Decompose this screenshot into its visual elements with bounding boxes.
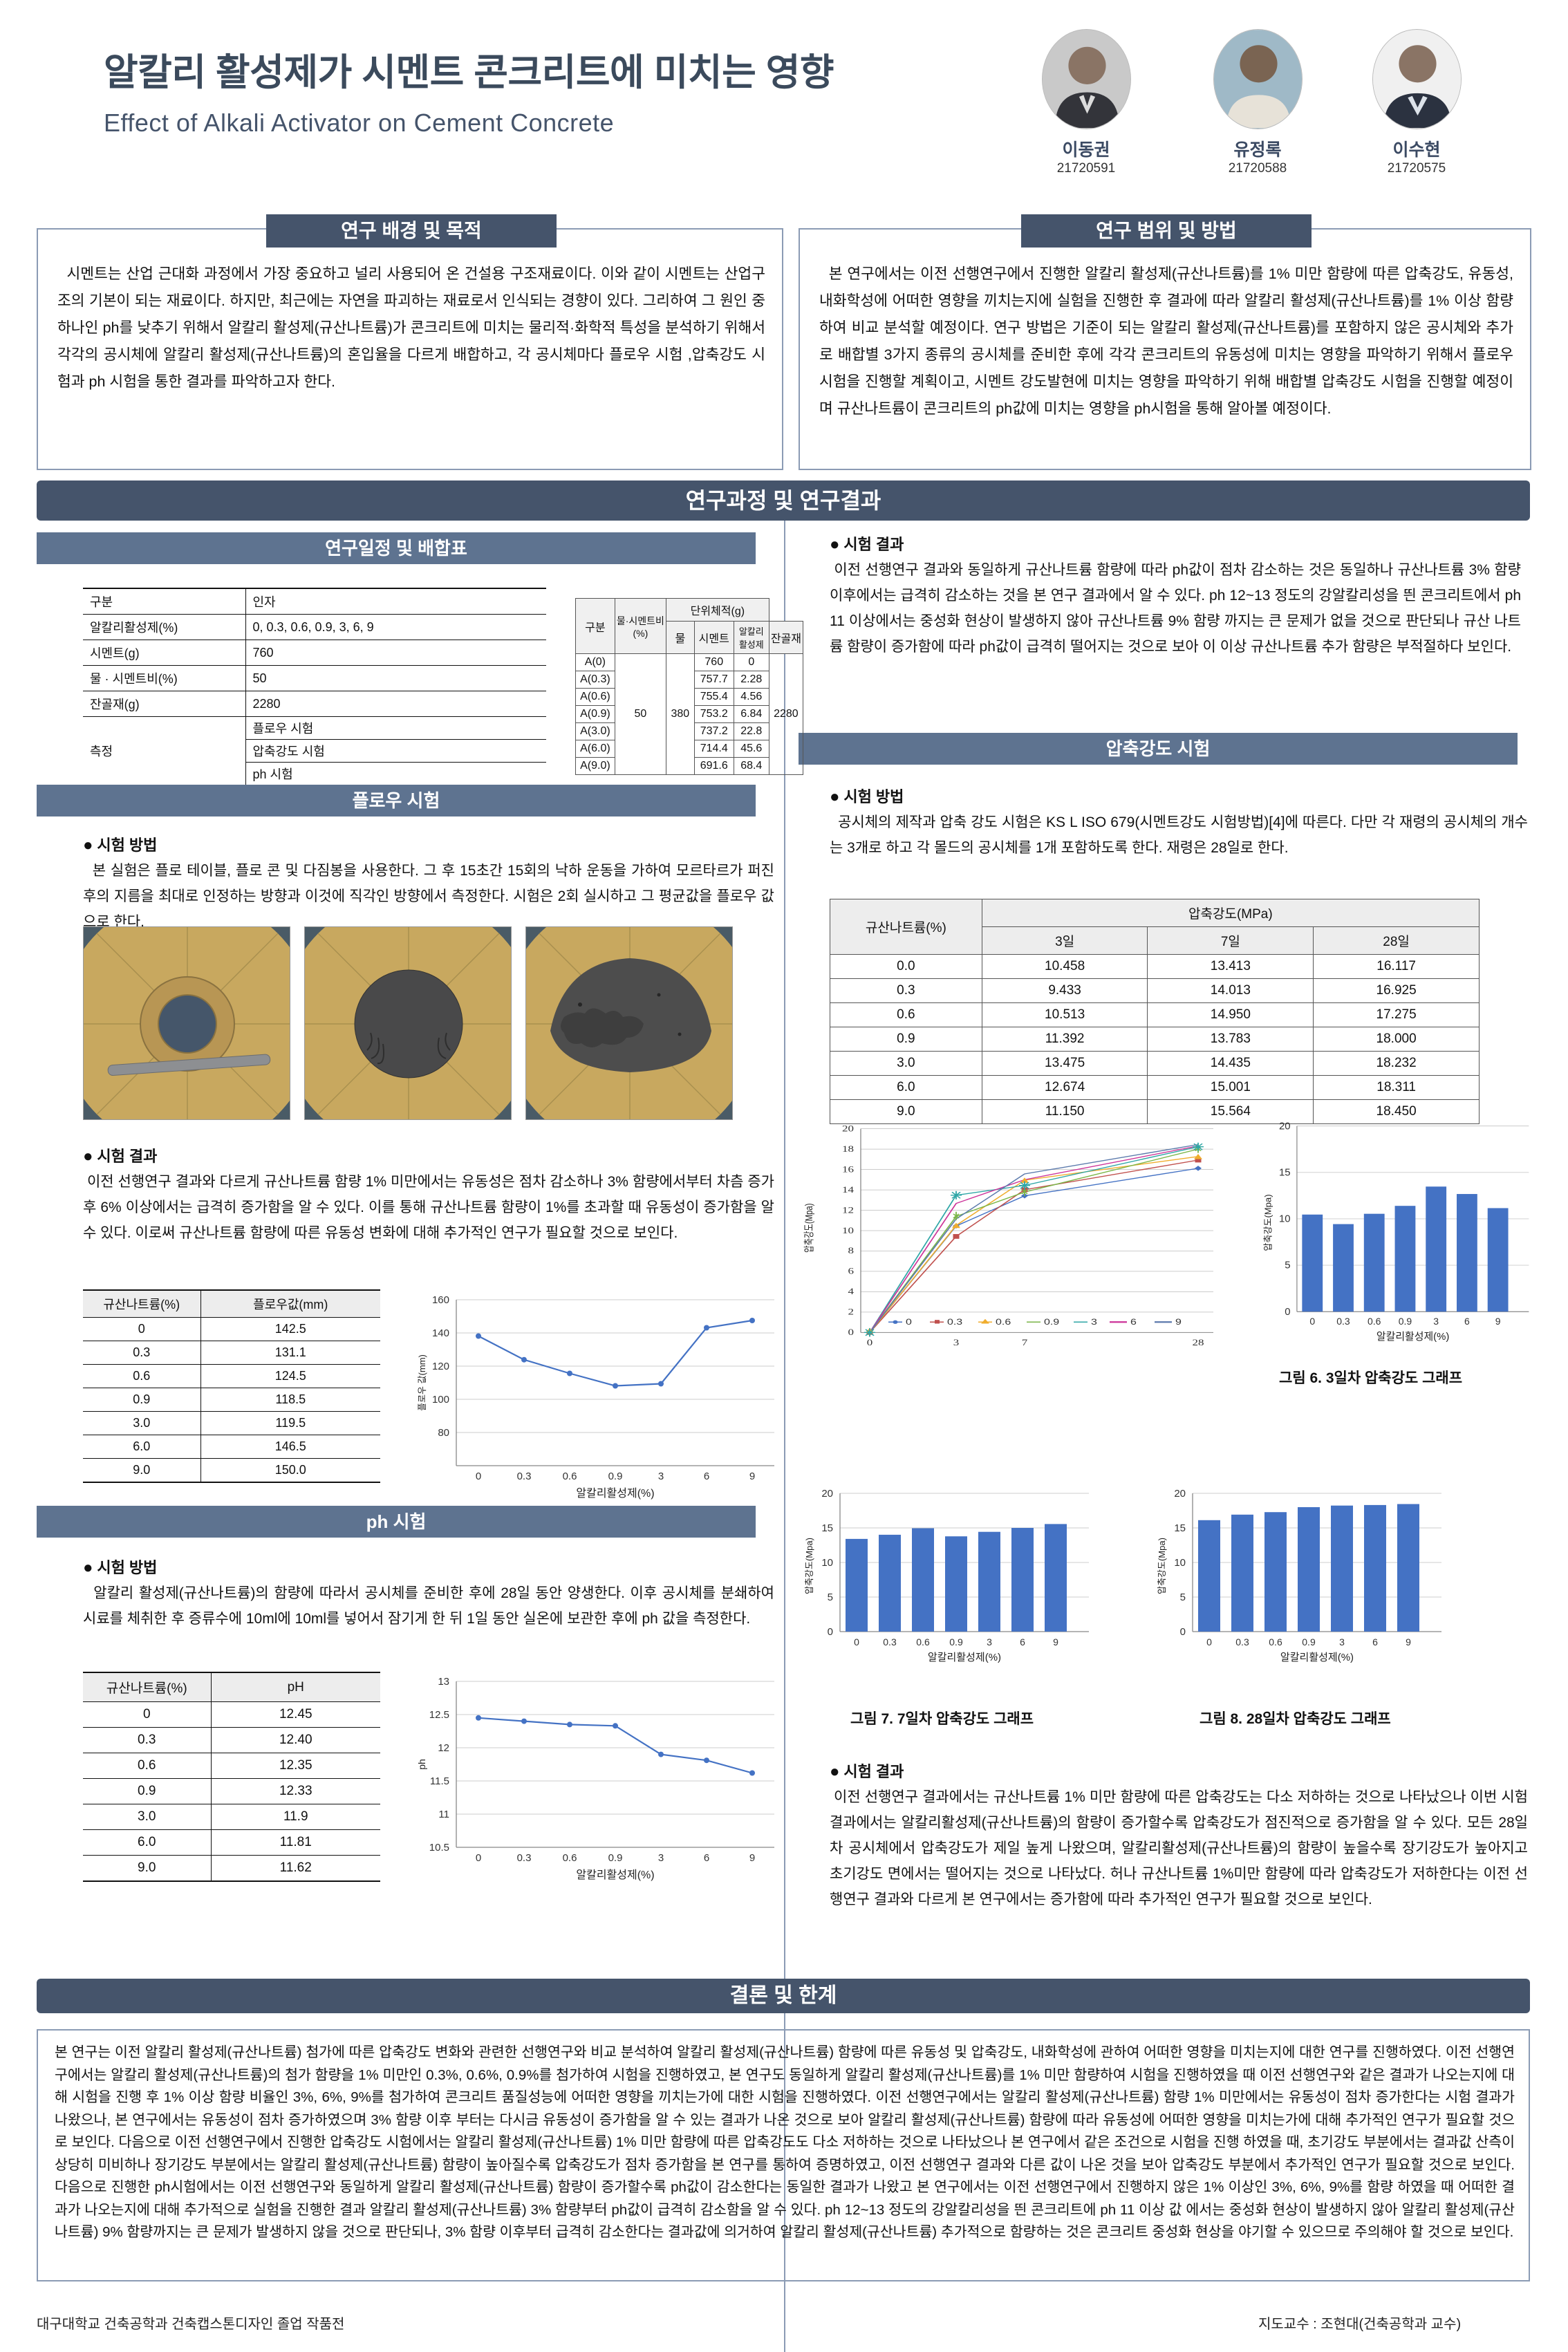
svg-text:9: 9: [1406, 1636, 1411, 1648]
svg-text:10: 10: [1279, 1214, 1291, 1225]
svg-text:0.3: 0.3: [1336, 1316, 1350, 1327]
svg-text:10: 10: [842, 1226, 854, 1236]
svg-text:0: 0: [854, 1636, 859, 1648]
svg-text:0.9: 0.9: [1302, 1636, 1316, 1648]
svg-text:12: 12: [438, 1742, 449, 1754]
svg-text:0: 0: [1285, 1307, 1290, 1318]
svg-text:알칼리활성제(%): 알칼리활성제(%): [928, 1652, 1001, 1663]
svg-text:0.3: 0.3: [947, 1318, 962, 1327]
svg-text:9: 9: [1175, 1318, 1182, 1327]
svg-text:9: 9: [749, 1471, 755, 1482]
svg-text:6: 6: [1130, 1318, 1137, 1327]
svg-text:11: 11: [438, 1809, 449, 1820]
svg-text:28: 28: [1193, 1338, 1204, 1348]
svg-text:3: 3: [1339, 1636, 1345, 1648]
svg-text:알칼리활성제(%): 알칼리활성제(%): [576, 1869, 654, 1881]
svg-text:0.6: 0.6: [1269, 1636, 1282, 1648]
svg-text:0.6: 0.6: [916, 1636, 930, 1648]
svg-text:0: 0: [1309, 1316, 1315, 1327]
svg-text:0.9: 0.9: [1399, 1316, 1412, 1327]
svg-text:12: 12: [842, 1206, 854, 1215]
svg-text:압축강도(Mpa): 압축강도(Mpa): [1263, 1194, 1273, 1251]
svg-text:80: 80: [438, 1427, 449, 1439]
svg-text:0.9: 0.9: [608, 1852, 623, 1864]
svg-text:9: 9: [749, 1852, 755, 1864]
svg-text:0: 0: [906, 1318, 912, 1327]
svg-text:6: 6: [704, 1852, 709, 1864]
svg-text:160: 160: [432, 1294, 449, 1306]
svg-text:9: 9: [1053, 1636, 1058, 1648]
svg-text:15: 15: [1279, 1167, 1291, 1178]
svg-text:10.5: 10.5: [429, 1842, 449, 1854]
svg-text:0: 0: [828, 1626, 833, 1638]
svg-text:압축강도(Mpa): 압축강도(Mpa): [803, 1204, 814, 1253]
svg-text:12.5: 12.5: [429, 1709, 449, 1721]
svg-text:5: 5: [1180, 1592, 1186, 1603]
svg-text:3: 3: [987, 1636, 992, 1648]
svg-text:9: 9: [1495, 1316, 1501, 1327]
svg-text:4: 4: [848, 1287, 855, 1297]
svg-text:알칼리활성제(%): 알칼리활성제(%): [576, 1487, 654, 1500]
svg-text:20: 20: [821, 1488, 833, 1500]
svg-text:6: 6: [1464, 1316, 1470, 1327]
svg-text:15: 15: [821, 1522, 833, 1534]
svg-text:0.6: 0.6: [563, 1852, 577, 1864]
svg-text:14: 14: [842, 1186, 855, 1195]
svg-text:11.5: 11.5: [430, 1775, 449, 1787]
svg-text:0.3: 0.3: [883, 1636, 897, 1648]
svg-text:0.9: 0.9: [1044, 1318, 1059, 1327]
svg-text:6: 6: [1020, 1636, 1025, 1648]
svg-text:0.9: 0.9: [608, 1471, 623, 1482]
svg-text:알칼리활성제(%): 알칼리활성제(%): [1376, 1331, 1449, 1343]
svg-text:압축강도(Mpa): 압축강도(Mpa): [1157, 1538, 1167, 1594]
svg-text:0.9: 0.9: [949, 1636, 963, 1648]
svg-text:100: 100: [432, 1394, 449, 1406]
svg-text:3: 3: [658, 1852, 664, 1864]
svg-text:압축강도(Mpa): 압축강도(Mpa): [804, 1538, 814, 1594]
svg-text:20: 20: [842, 1124, 854, 1134]
svg-text:7: 7: [1022, 1338, 1028, 1348]
svg-text:0.6: 0.6: [996, 1318, 1011, 1327]
svg-text:16: 16: [842, 1165, 855, 1175]
svg-text:15: 15: [1174, 1522, 1186, 1534]
svg-text:2: 2: [848, 1307, 854, 1317]
svg-text:5: 5: [1285, 1260, 1290, 1271]
svg-text:5: 5: [828, 1592, 833, 1603]
svg-text:140: 140: [432, 1327, 449, 1339]
svg-text:ph: ph: [416, 1759, 427, 1770]
svg-text:6: 6: [848, 1267, 855, 1276]
svg-text:0: 0: [1180, 1626, 1186, 1638]
svg-text:0: 0: [867, 1338, 872, 1348]
svg-text:0.3: 0.3: [517, 1471, 532, 1482]
svg-text:20: 20: [1174, 1488, 1186, 1500]
svg-text:0.3: 0.3: [517, 1852, 532, 1864]
svg-text:13: 13: [438, 1676, 449, 1688]
svg-text:0: 0: [476, 1852, 481, 1864]
svg-text:0.3: 0.3: [1235, 1636, 1249, 1648]
svg-text:0: 0: [1206, 1636, 1212, 1648]
svg-text:10: 10: [1174, 1557, 1186, 1569]
svg-text:20: 20: [1279, 1121, 1291, 1132]
svg-text:18: 18: [842, 1145, 854, 1155]
svg-text:8: 8: [848, 1247, 854, 1256]
svg-text:0.6: 0.6: [563, 1471, 577, 1482]
svg-text:6: 6: [704, 1471, 709, 1482]
svg-text:120: 120: [432, 1361, 449, 1372]
svg-text:알칼리활성제(%): 알칼리활성제(%): [1280, 1652, 1354, 1663]
svg-text:3: 3: [658, 1471, 664, 1482]
svg-text:3: 3: [1091, 1318, 1097, 1327]
svg-text:3: 3: [953, 1338, 959, 1348]
svg-text:플로우 값(mm): 플로우 값(mm): [417, 1354, 427, 1411]
svg-text:0: 0: [476, 1471, 481, 1482]
svg-text:0.6: 0.6: [1368, 1316, 1381, 1327]
svg-text:3: 3: [1433, 1316, 1439, 1327]
svg-text:10: 10: [821, 1557, 833, 1569]
svg-text:0: 0: [848, 1328, 854, 1338]
svg-text:6: 6: [1372, 1636, 1378, 1648]
